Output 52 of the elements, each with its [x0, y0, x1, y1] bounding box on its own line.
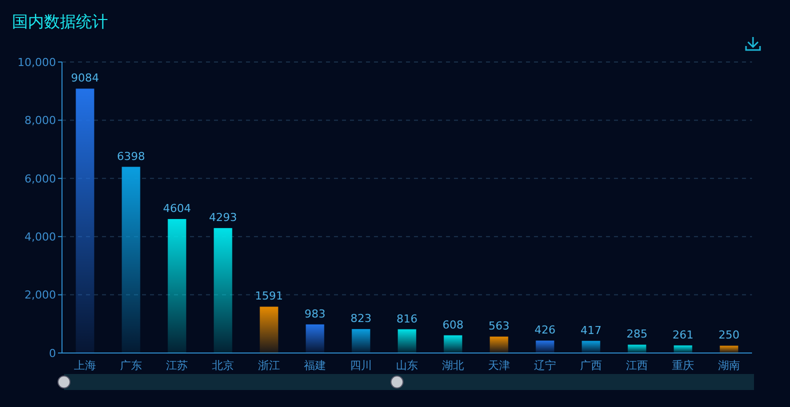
bar: [398, 329, 416, 353]
data-label: 4604: [163, 202, 191, 216]
bar: [582, 340, 600, 353]
y-tick-label: 10,000: [18, 56, 56, 69]
data-label: 816: [396, 312, 418, 326]
data-label: 250: [718, 328, 740, 342]
x-tick-label: 辽宁: [534, 359, 556, 372]
data-label: 823: [350, 312, 372, 326]
bar: [674, 345, 692, 353]
x-tick-label: 浙江: [258, 359, 280, 372]
y-tick-label: 4,000: [24, 230, 56, 244]
y-tick-label: 0: [49, 346, 56, 360]
x-tick-label: 湖北: [442, 359, 464, 372]
x-tick-label: 湖南: [718, 359, 740, 372]
y-tick-label: 8,000: [24, 114, 56, 128]
data-label: 563: [488, 320, 510, 333]
data-label: 417: [580, 324, 602, 337]
data-label: 285: [626, 328, 648, 341]
bar: [260, 306, 278, 353]
x-tick-label: 天津: [488, 359, 510, 372]
y-tick-label: 6,000: [24, 172, 56, 186]
bar: [168, 219, 186, 353]
x-tick-label: 江苏: [166, 359, 188, 372]
bar: [720, 346, 738, 353]
data-label: 9084: [71, 72, 99, 85]
x-tick-label: 北京: [212, 359, 234, 372]
bar: [352, 329, 370, 353]
bar: [306, 324, 324, 353]
x-tick-label: 广西: [580, 359, 602, 372]
bar: [76, 88, 94, 353]
bar: [490, 336, 508, 353]
x-tick-label: 广东: [120, 359, 142, 372]
bar: [444, 335, 462, 353]
data-label: 1591: [255, 290, 283, 303]
data-label: 426: [534, 324, 556, 337]
data-label: 6398: [117, 150, 145, 163]
x-tick-label: 山东: [396, 359, 418, 372]
bar: [214, 228, 232, 353]
x-tick-label: 四川: [350, 359, 372, 372]
bar: [628, 344, 646, 353]
data-label: 608: [442, 318, 464, 332]
y-tick-label: 2,000: [24, 288, 56, 302]
x-tick-label: 福建: [304, 359, 326, 372]
chart-title: 国内数据统计: [12, 12, 108, 31]
data-label: 983: [304, 307, 326, 320]
x-tick-label: 江西: [626, 359, 648, 372]
data-label: 261: [672, 328, 694, 342]
x-tick-label: 上海: [74, 359, 96, 372]
x-tick-label: 重庆: [672, 359, 694, 372]
bar: [122, 166, 140, 353]
data-label: 4293: [209, 211, 237, 224]
bar: [536, 340, 554, 353]
